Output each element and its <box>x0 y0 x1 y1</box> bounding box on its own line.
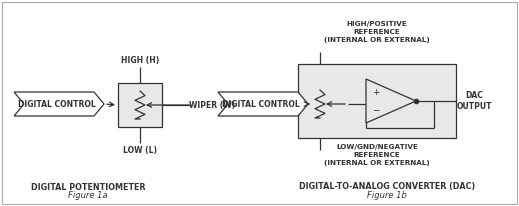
Text: +: + <box>372 88 380 96</box>
Text: −: − <box>372 105 380 115</box>
Text: DAC
OUTPUT: DAC OUTPUT <box>456 91 491 111</box>
Text: DIGITAL POTENTIOMETER: DIGITAL POTENTIOMETER <box>31 183 145 192</box>
Text: Figure 1a: Figure 1a <box>68 192 108 200</box>
Text: HIGH/POSITIVE
REFERENCE
(INTERNAL OR EXTERNAL): HIGH/POSITIVE REFERENCE (INTERNAL OR EXT… <box>324 21 430 43</box>
Polygon shape <box>218 92 308 116</box>
Text: DIGITAL CONTROL: DIGITAL CONTROL <box>18 99 96 109</box>
Bar <box>298 64 456 138</box>
Text: LOW (L): LOW (L) <box>123 145 157 154</box>
Text: WIPER (W): WIPER (W) <box>189 101 235 110</box>
Text: DIGITAL-TO-ANALOG CONVERTER (DAC): DIGITAL-TO-ANALOG CONVERTER (DAC) <box>299 183 475 192</box>
Text: DIGITAL CONTROL: DIGITAL CONTROL <box>222 99 300 109</box>
Polygon shape <box>14 92 104 116</box>
Text: Figure 1b: Figure 1b <box>367 192 407 200</box>
Bar <box>118 83 162 127</box>
Polygon shape <box>366 79 416 123</box>
Text: HIGH (H): HIGH (H) <box>121 55 159 64</box>
Text: LOW/GND/NEGATIVE
REFERENCE
(INTERNAL OR EXTERNAL): LOW/GND/NEGATIVE REFERENCE (INTERNAL OR … <box>324 144 430 166</box>
